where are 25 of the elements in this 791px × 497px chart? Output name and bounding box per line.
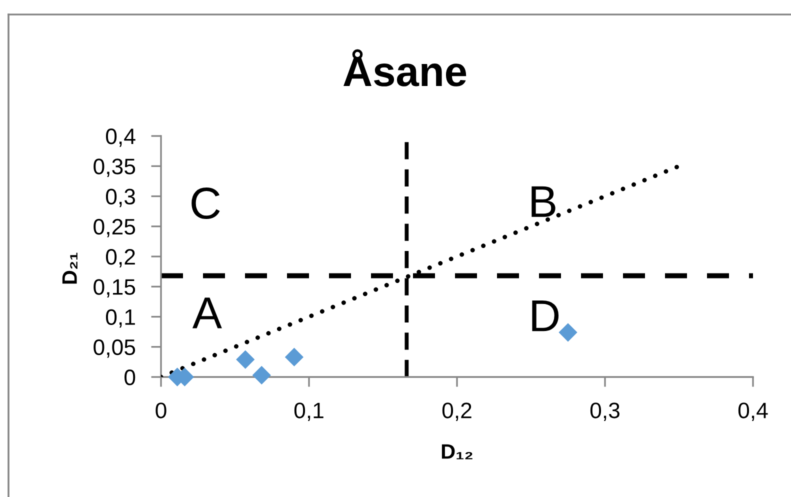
point [558,323,578,342]
x-tick-label: 0 [156,402,166,418]
y-tick-label: 0,2 [106,249,135,268]
y-tick-label: 0,15 [94,279,136,298]
y-tick-label: 0,1 [106,309,135,328]
annotation: D [532,300,559,332]
x-axis-title: D₁₂ [442,444,472,460]
x-tick-label: 0,3 [590,402,620,421]
x-tick-label: 0,1 [294,402,324,421]
y-tick-label: 0,3 [106,188,136,208]
point [236,350,255,369]
y-tick-label: 0,25 [94,218,136,238]
y-tick-label: 0,4 [106,128,136,147]
y-tick-label: 0,35 [94,158,136,178]
y-tick-label: 0,05 [94,339,136,358]
x-tick-label: 0,2 [442,402,472,421]
point [284,348,304,366]
annotation: C [192,188,220,220]
y-tick-label: 0 [124,370,136,386]
annotation: A [192,298,222,328]
x-tick-label: 0,4 [738,402,768,421]
y-axis-title: D₂₁ [62,252,78,284]
point [252,366,271,385]
chart-title: Åsane [344,49,466,86]
annotation: B [532,186,556,217]
